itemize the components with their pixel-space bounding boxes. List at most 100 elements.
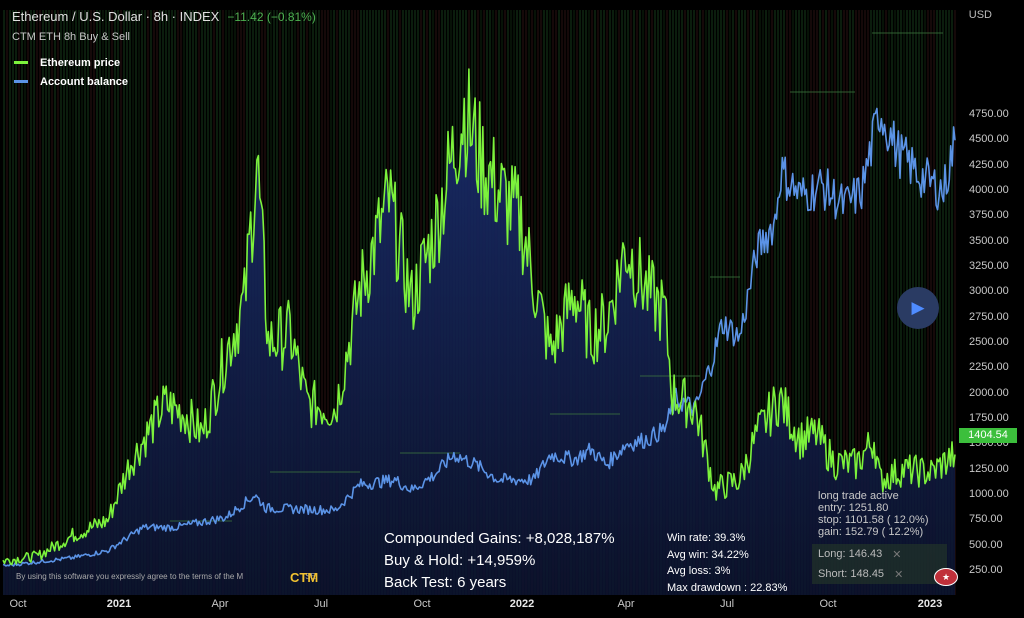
signal-bar	[804, 10, 806, 595]
signal-bar	[876, 10, 878, 595]
signal-bar	[312, 10, 314, 595]
signal-bar	[795, 10, 797, 595]
signal-bar	[720, 10, 722, 595]
x-tick-label: Jul	[719, 598, 735, 610]
y-tick-label: 2250.00	[969, 361, 1009, 374]
signal-bar	[60, 10, 62, 595]
signal-bar	[828, 10, 830, 595]
signal-bar	[594, 10, 596, 595]
signal-bar	[732, 10, 734, 595]
signal-bar	[549, 10, 551, 595]
y-tick-label: 4750.00	[969, 108, 1009, 120]
signal-bar	[222, 10, 224, 595]
signal-bar	[672, 10, 674, 595]
long-order-box[interactable]: Long: 146.43 ✕	[812, 544, 947, 564]
signal-bar	[45, 10, 47, 595]
currency-label: USD	[968, 9, 992, 21]
close-icon[interactable]: ✕	[892, 548, 902, 561]
signal-bar	[3, 10, 5, 595]
signal-bar	[669, 10, 671, 595]
signal-bar	[84, 10, 86, 595]
signal-bar	[717, 10, 719, 595]
signal-bar	[111, 10, 113, 595]
y-tick-label: 1250.00	[969, 462, 1009, 475]
signal-bar	[234, 10, 236, 595]
signal-bar	[291, 10, 293, 595]
signal-bar	[63, 10, 65, 595]
signal-bar	[6, 10, 8, 595]
signal-bar	[138, 10, 140, 595]
legend-swatch-eth	[14, 61, 28, 64]
signal-bar	[840, 10, 842, 595]
symbol-title: Ethereum / U.S. Dollar · 8h · INDEX	[12, 9, 220, 24]
signal-bar	[285, 10, 287, 595]
signal-bar	[951, 10, 953, 595]
x-tick-label: Oct	[9, 598, 27, 610]
signal-bar	[681, 10, 683, 595]
signal-bar	[90, 10, 92, 595]
signal-bar	[882, 10, 884, 595]
us-flag-icon[interactable]: ★	[934, 568, 958, 586]
signal-bar	[579, 10, 581, 595]
signal-bar	[309, 10, 311, 595]
signal-bar	[678, 10, 680, 595]
signal-bar	[300, 10, 302, 595]
signal-bar	[78, 10, 80, 595]
short-order-box[interactable]: Short: 148.45 ✕	[812, 564, 947, 584]
signal-bar	[954, 10, 956, 595]
signal-bar	[699, 10, 701, 595]
signal-bar	[543, 10, 545, 595]
signal-bar	[141, 10, 143, 595]
signal-bar	[267, 10, 269, 595]
signal-bar	[321, 10, 323, 595]
y-tick-label: 2000.00	[969, 386, 1009, 399]
signal-bar	[738, 10, 740, 595]
signal-bar	[714, 10, 716, 595]
signal-bar	[81, 10, 83, 595]
legend-label-eth: Ethereum price	[40, 56, 121, 69]
signal-bar	[153, 10, 155, 595]
signal-bar	[603, 10, 605, 595]
balance-series-line	[2, 107, 956, 567]
signal-bar	[183, 10, 185, 595]
signal-bar	[942, 10, 944, 595]
play-button[interactable]: ▶	[897, 287, 939, 329]
x-tick-label: Oct	[819, 598, 837, 610]
signal-bar	[279, 10, 281, 595]
signal-bar	[105, 10, 107, 595]
backtest-summary: Compounded Gains: +8,028,187% Buy & Hold…	[384, 528, 615, 594]
compounded-gains: Compounded Gains: +8,028,187%	[384, 530, 615, 547]
signal-bar	[894, 10, 896, 595]
indicator-name: CTM ETH 8h Buy & Sell	[12, 31, 130, 43]
signal-bar	[75, 10, 77, 595]
signal-bar	[789, 10, 791, 595]
signal-bar	[861, 10, 863, 595]
signal-bar	[174, 10, 176, 595]
signal-bar	[753, 10, 755, 595]
signal-bar	[57, 10, 59, 595]
signal-bar	[852, 10, 854, 595]
signal-bar	[129, 10, 131, 595]
signal-bar	[216, 10, 218, 595]
signal-bar	[873, 10, 875, 595]
signal-bar	[888, 10, 890, 595]
signal-bar	[132, 10, 134, 595]
signal-bar	[801, 10, 803, 595]
signal-bar	[606, 10, 608, 595]
disclaimer-text: By using this software you expressly agr…	[16, 572, 244, 581]
signal-bar	[36, 10, 38, 595]
signal-bar	[150, 10, 152, 595]
signal-bar	[846, 10, 848, 595]
signal-bar	[774, 10, 776, 595]
signal-bar	[117, 10, 119, 595]
signal-bar	[351, 10, 353, 595]
close-icon[interactable]: ✕	[894, 568, 904, 581]
play-icon: ▶	[911, 298, 925, 317]
legend-swatch-balance	[14, 80, 28, 83]
signal-bar	[327, 10, 329, 595]
signal-bar	[591, 10, 593, 595]
max-drawdown: Max drawdown : 22.83%	[667, 581, 788, 594]
signal-bar	[765, 10, 767, 595]
x-tick-label: 2022	[509, 598, 535, 610]
signal-bar	[756, 10, 758, 595]
